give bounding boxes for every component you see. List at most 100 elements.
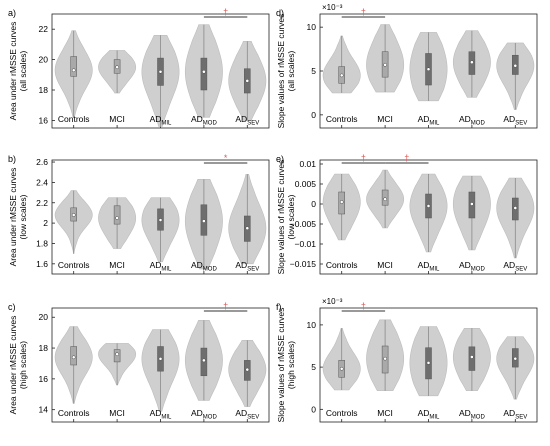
- y-tick-label: −0.005: [290, 219, 317, 229]
- median-marker: [470, 60, 474, 65]
- y-axis-label-line: (low scales): [286, 194, 296, 239]
- x-tick-label: ADMIL: [418, 114, 440, 127]
- y-tick-label: 18: [39, 343, 49, 353]
- median-marker: [71, 213, 76, 217]
- y-axis-label-line: Area under rMSSE curves: [8, 168, 18, 267]
- significance-marker: †: [361, 7, 366, 17]
- median-marker: [383, 63, 387, 67]
- significance-marker: †: [404, 153, 409, 163]
- x-tick-label: ADSEV: [503, 408, 527, 421]
- y-axis-label-line: (all scales): [286, 51, 296, 92]
- chart-panel: −0.015 −0.01 −0.005 0 0.005 0.01 Controls MCI AD…: [276, 153, 538, 275]
- median-marker: [426, 204, 431, 208]
- x-tick-label: Controls: [58, 114, 90, 124]
- x-tick-label: MCI: [377, 114, 393, 124]
- x-tick-label: ADSEV: [503, 114, 527, 127]
- median-marker: [339, 366, 344, 371]
- y-tick-label: 5: [311, 66, 316, 76]
- median-marker: [339, 73, 344, 78]
- significance-marker: †: [223, 7, 228, 17]
- panel-letter: c): [8, 302, 16, 312]
- median-marker: [513, 63, 518, 68]
- x-tick-label: ADSEV: [235, 408, 259, 421]
- y-tick-label: 20: [39, 312, 49, 322]
- y-tick-label: 0: [311, 199, 316, 209]
- median-marker: [339, 200, 344, 204]
- chart-panel: 0 5 10 Controls MCI ADMIL ADMOD ADSEV d)Slope va…: [276, 3, 538, 129]
- y-tick-label: 0: [311, 404, 316, 414]
- iqr-box: [113, 205, 121, 225]
- x-tick-label: ADMIL: [418, 408, 440, 421]
- y-axis-label-line: (all scales): [18, 51, 28, 92]
- x-tick-label: ADMIL: [150, 408, 172, 421]
- x-tick-label: Controls: [326, 408, 358, 418]
- median-marker: [202, 69, 206, 74]
- y-tick-label: 0.01: [299, 159, 316, 169]
- y-tick-label: 1.6: [36, 259, 48, 269]
- median-marker: [245, 367, 250, 372]
- significance-marker: †: [361, 153, 366, 163]
- y-tick-label: 14: [39, 405, 49, 415]
- chart-panel: 0 5 10 Controls MCI ADMIL ADMOD ADSEV f)Slope va…: [276, 297, 538, 423]
- median-marker: [115, 352, 119, 357]
- median-marker: [513, 356, 518, 361]
- chart-panel: 14 16 18 20 Controls MCI ADMIL ADMOD ADSEV c) Area…: [8, 301, 270, 423]
- median-marker: [383, 356, 387, 361]
- y-axis-label-line: (high scales): [18, 341, 28, 389]
- median-marker: [513, 206, 518, 210]
- significance-marker: †: [223, 301, 228, 311]
- y-tick-label: 5: [311, 362, 316, 372]
- median-marker: [71, 68, 76, 73]
- y-tick-label: 22: [39, 24, 49, 34]
- x-tick-label: ADMIL: [150, 114, 172, 127]
- y-axis-label-line: Slope values of rMSSE curves: [276, 308, 286, 423]
- iqr-box: [70, 56, 77, 77]
- median-marker: [115, 65, 119, 70]
- panel-letter: b): [8, 154, 16, 164]
- y-axis-label-line: Area under rMSSE curves: [8, 316, 18, 415]
- y-tick-label: 2.6: [36, 157, 48, 167]
- x-tick-label: ADMOD: [459, 260, 485, 273]
- median-marker: [202, 358, 206, 363]
- median-marker: [470, 202, 474, 206]
- y-axis-label-line: (high scales): [286, 341, 296, 389]
- scale-note: ×10⁻³: [322, 297, 343, 306]
- x-tick-label: MCI: [109, 260, 125, 270]
- significance-marker: †: [361, 301, 366, 311]
- median-marker: [158, 218, 163, 222]
- median-marker: [426, 361, 431, 365]
- x-tick-label: ADMOD: [459, 114, 485, 127]
- median-marker: [383, 197, 387, 202]
- x-tick-label: Controls: [326, 114, 358, 124]
- panel-letter: d): [276, 8, 284, 18]
- significance-marker: *: [224, 153, 228, 163]
- y-axis-label-line: Area under rMSSE curves: [8, 22, 18, 121]
- x-tick-label: Controls: [58, 408, 90, 418]
- y-axis-label: Area under rMSSE curves(high scales): [8, 316, 28, 415]
- x-tick-label: MCI: [377, 260, 393, 270]
- y-axis-label: Slope values of rMSSE curves(low scales): [276, 160, 296, 275]
- y-axis-label-line: Slope values of rMSSE curves: [276, 14, 286, 129]
- median-marker: [470, 355, 474, 359]
- median-marker: [71, 355, 76, 360]
- y-tick-label: 2.2: [36, 198, 48, 208]
- panel-letter: a): [8, 8, 16, 18]
- y-axis-label: Area under rMSSE curves(low scales): [8, 168, 28, 267]
- median-marker: [245, 79, 250, 83]
- y-tick-label: 0: [311, 110, 316, 120]
- y-axis-label: Area under rMSSE curves(all scales): [8, 22, 28, 121]
- y-axis-label: Slope values of rMSSE curves(high scales…: [276, 308, 296, 423]
- x-tick-label: Controls: [58, 260, 90, 270]
- x-tick-label: MCI: [377, 408, 393, 418]
- y-axis-label-line: Slope values of rMSSE curves: [276, 160, 286, 275]
- y-tick-label: −0.01: [294, 239, 316, 249]
- median-marker: [158, 356, 163, 361]
- median-marker: [202, 219, 206, 223]
- x-tick-label: MCI: [109, 114, 125, 124]
- iqr-box: [200, 57, 208, 91]
- x-tick-label: ADMOD: [459, 408, 485, 421]
- x-tick-label: ADSEV: [503, 260, 527, 273]
- panel-letter: e): [276, 154, 284, 164]
